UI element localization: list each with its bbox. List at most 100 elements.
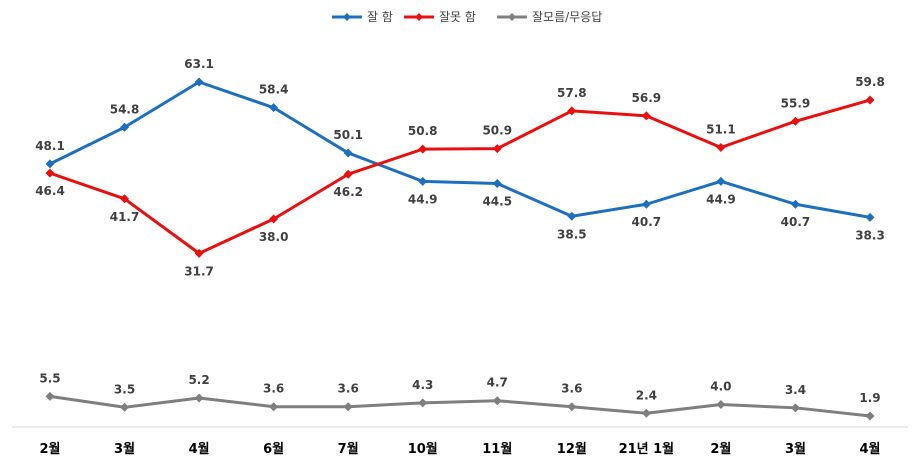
data-label: 4.7 — [487, 376, 508, 390]
x-tick-label: 2월 — [710, 441, 731, 457]
series-layer — [45, 77, 875, 421]
legend-item: 잘못 함 — [404, 10, 476, 24]
legend-marker — [415, 13, 423, 21]
data-point — [120, 402, 130, 412]
data-label: 3.6 — [263, 382, 284, 396]
data-label: 3.4 — [785, 383, 806, 397]
data-point — [567, 402, 577, 412]
data-point — [418, 144, 428, 154]
legend-marker — [508, 13, 516, 21]
data-point — [865, 212, 875, 222]
data-label: 44.9 — [706, 192, 736, 206]
data-point — [865, 95, 875, 105]
data-point — [865, 411, 875, 421]
data-label: 4.3 — [412, 378, 433, 392]
series-line — [49, 394, 871, 418]
data-label: 38.5 — [557, 227, 587, 241]
data-point — [343, 169, 353, 179]
data-label: 4.0 — [710, 380, 731, 394]
x-tick-label: 10월 — [408, 441, 438, 457]
x-tick-label: 3월 — [114, 441, 135, 457]
data-point — [790, 116, 800, 126]
data-point — [567, 211, 577, 221]
data-point — [492, 396, 502, 406]
data-point — [641, 111, 651, 121]
data-label: 46.4 — [35, 184, 65, 198]
data-label: 5.5 — [39, 371, 60, 385]
series-line — [49, 80, 871, 219]
data-label: 40.7 — [632, 215, 662, 229]
data-label: 40.7 — [781, 215, 811, 229]
data-label: 5.2 — [188, 373, 209, 387]
data-point — [45, 168, 55, 178]
legend-label: 잘모름/무응답 — [532, 10, 602, 24]
data-point — [716, 400, 726, 410]
data-label: 41.7 — [110, 210, 140, 224]
data-point — [194, 248, 204, 258]
data-label: 50.1 — [333, 128, 363, 142]
data-point — [716, 176, 726, 186]
x-tick-label: 2월 — [39, 441, 60, 457]
data-label: 48.1 — [35, 139, 65, 153]
x-tick-label: 4월 — [859, 441, 880, 457]
data-point — [194, 77, 204, 87]
data-point — [269, 402, 279, 412]
data-label: 1.9 — [859, 391, 880, 405]
data-labels: 48.1 46.4 5.5 54.8 41.7 3.5 63.1 31.7 5.2 58.4 38.… — [35, 57, 885, 405]
legend-label: 잘못 함 — [439, 10, 476, 24]
data-point — [194, 393, 204, 403]
data-label: 38.3 — [855, 228, 885, 242]
x-tick-label: 6월 — [263, 441, 284, 457]
data-point — [492, 179, 502, 189]
data-label: 56.9 — [632, 91, 662, 105]
data-label: 63.1 — [184, 57, 214, 71]
data-label: 51.1 — [706, 122, 736, 136]
data-label: 38.0 — [259, 230, 289, 244]
data-point — [492, 144, 502, 154]
data-point — [343, 148, 353, 158]
data-point — [269, 214, 279, 224]
x-tick-label: 11월 — [482, 441, 512, 457]
series — [45, 95, 875, 258]
series-line — [49, 98, 871, 255]
data-point — [716, 142, 726, 152]
data-point — [45, 391, 55, 401]
data-label: 2.4 — [636, 388, 657, 402]
legend-label: 잘 함 — [367, 10, 393, 24]
x-tick-label: 4월 — [189, 441, 210, 457]
data-label: 44.5 — [482, 195, 512, 209]
data-point — [269, 103, 279, 113]
data-label: 3.6 — [338, 382, 359, 396]
legend: 잘 함 잘못 함 잘모름/무응답 — [332, 10, 602, 24]
data-label: 31.7 — [184, 264, 214, 278]
x-tick-label: 7월 — [338, 441, 359, 457]
series — [45, 391, 875, 421]
data-point — [45, 159, 55, 169]
data-label: 50.8 — [408, 124, 438, 138]
data-point — [343, 402, 353, 412]
data-label: 58.4 — [259, 83, 289, 97]
data-label: 50.9 — [482, 124, 512, 138]
data-label: 46.2 — [333, 185, 363, 199]
data-label: 3.5 — [114, 382, 135, 396]
legend-marker — [343, 13, 351, 21]
data-point — [418, 176, 428, 186]
data-point — [120, 194, 130, 204]
data-label: 44.9 — [408, 192, 438, 206]
data-point — [790, 199, 800, 209]
data-label: 3.6 — [561, 382, 582, 396]
data-point — [790, 403, 800, 413]
legend-item: 잘 함 — [332, 10, 393, 24]
legend-item: 잘모름/무응답 — [497, 10, 602, 24]
data-point — [418, 398, 428, 408]
data-point — [567, 106, 577, 116]
data-point — [641, 199, 651, 209]
series — [45, 77, 875, 222]
x-tick-label: 21년 1월 — [619, 441, 675, 457]
x-tick-label: 12월 — [557, 441, 587, 457]
x-axis-ticks: 2월 3월 4월 6월 7월 10월 11월 12월 21년 1월 2월 3월 4월 — [39, 441, 880, 457]
data-label: 54.8 — [110, 102, 140, 116]
data-label: 55.9 — [781, 96, 811, 110]
data-point — [641, 408, 651, 418]
data-label: 59.8 — [855, 75, 885, 89]
